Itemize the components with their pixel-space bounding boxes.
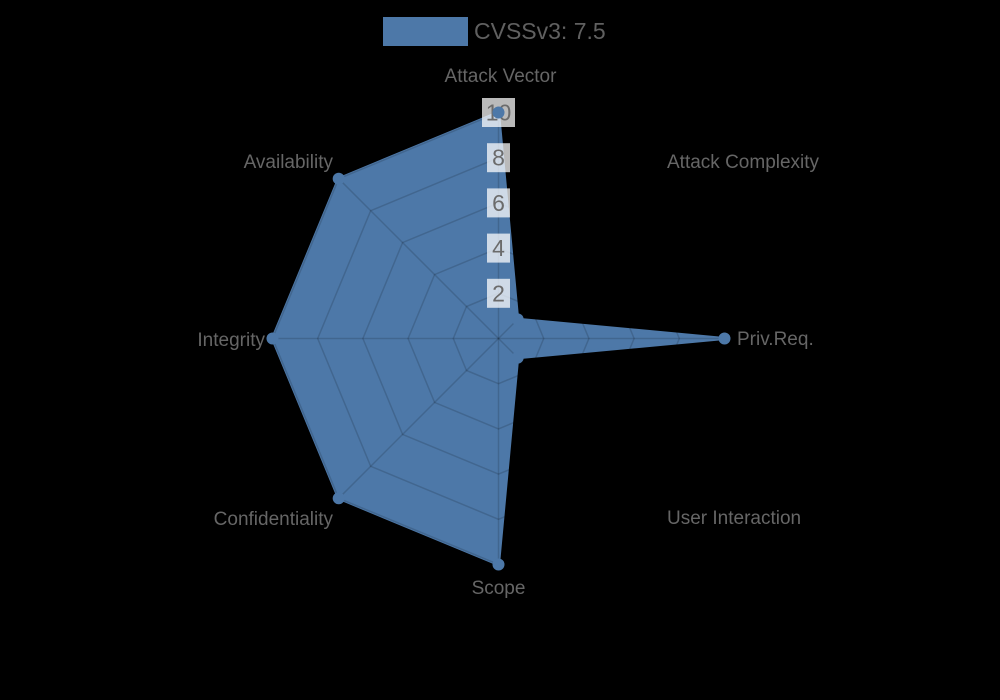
- data-point[interactable]: [718, 332, 731, 345]
- tick-backdrop: [487, 143, 510, 173]
- axis-label-integrity: Integrity: [197, 330, 265, 351]
- data-point[interactable]: [492, 106, 505, 119]
- axis-label-attack-complexity: Attack Complexity: [667, 152, 820, 173]
- data-point[interactable]: [266, 332, 279, 345]
- grid-ring: [407, 247, 590, 430]
- axis-line: [338, 178, 500, 340]
- data-point[interactable]: [332, 172, 345, 185]
- tick-label: 4: [492, 235, 505, 261]
- axis-label-confidentiality: Confidentiality: [214, 509, 334, 530]
- axis-label-availability: Availability: [244, 152, 334, 173]
- grid-ring: [316, 156, 681, 521]
- tick-label: 8: [492, 145, 505, 171]
- grid-ring: [362, 202, 635, 475]
- data-point[interactable]: [511, 313, 524, 326]
- axis-label-attack-vector: Attack Vector: [445, 66, 558, 87]
- tick-label: 2: [492, 280, 505, 306]
- legend-label: CVSSv3: 7.5: [474, 18, 606, 44]
- data-point[interactable]: [332, 492, 345, 505]
- axis-line: [338, 337, 500, 499]
- data-point[interactable]: [492, 558, 505, 571]
- tick-backdrop: [487, 233, 510, 263]
- axis-label-user-interaction: User Interaction: [667, 508, 801, 529]
- data-point[interactable]: [511, 351, 524, 364]
- legend-swatch: [383, 17, 468, 46]
- axis-label-scope: Scope: [472, 578, 526, 599]
- axis-line: [497, 337, 659, 499]
- grid-ring: [452, 292, 545, 385]
- axis-line: [497, 178, 659, 340]
- tick-backdrop: [487, 188, 510, 218]
- tick-backdrop: [487, 278, 510, 308]
- axis-label-priv-req: Priv.Req.: [737, 329, 814, 350]
- tick-label: 6: [492, 190, 505, 216]
- legend-item[interactable]: CVSSv3: 7.5: [383, 17, 606, 46]
